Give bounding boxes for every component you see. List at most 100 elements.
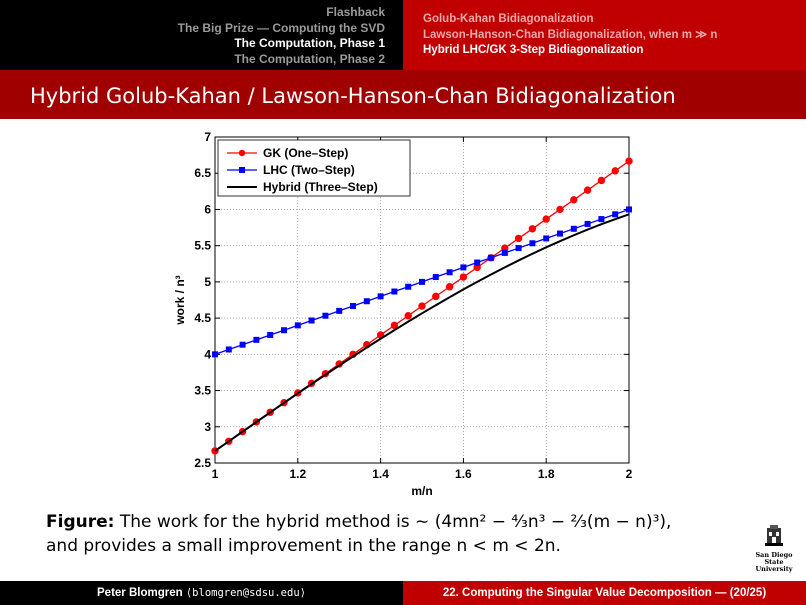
subsection-nav-panel: Golub-Kahan Bidiagonalization Lawson-Hans… bbox=[403, 0, 806, 70]
x-tick-label: 1.2 bbox=[289, 467, 306, 481]
gk-point bbox=[404, 312, 412, 320]
legend-marker bbox=[238, 149, 246, 157]
x-tick-label: 2 bbox=[626, 467, 633, 481]
lhc-point bbox=[349, 303, 356, 310]
logo-line-2: University bbox=[755, 565, 793, 573]
y-tick-label: 4.5 bbox=[194, 311, 211, 325]
lhc-point bbox=[308, 317, 315, 324]
lhc-point bbox=[419, 278, 425, 285]
footer-author-panel: Peter Blomgren ⟨blomgren@sdsu.edu⟩ bbox=[0, 581, 403, 605]
nav-section-2[interactable]: The Computation, Phase 1 bbox=[234, 36, 385, 50]
gk-point bbox=[514, 234, 523, 243]
lhc-point bbox=[612, 211, 619, 218]
lhc-point bbox=[529, 240, 536, 247]
sdsu-logo: San Diego State University bbox=[746, 525, 802, 573]
y-tick-label: 4 bbox=[204, 347, 211, 361]
gk-point bbox=[625, 157, 633, 165]
caption-label: Figure: bbox=[46, 512, 115, 532]
lhc-point bbox=[225, 346, 232, 353]
legend-marker bbox=[239, 167, 245, 173]
lhc-point bbox=[432, 274, 439, 281]
section-nav: Flashback The Big Prize — Computing the S… bbox=[178, 5, 385, 67]
lhc-point bbox=[391, 288, 398, 295]
gk-point bbox=[459, 273, 468, 281]
lhc-point bbox=[543, 235, 550, 242]
x-tick-label: 1 bbox=[212, 467, 219, 481]
y-tick-label: 2.5 bbox=[194, 456, 211, 470]
y-tick-label: 3 bbox=[204, 420, 211, 434]
gk-point bbox=[528, 225, 537, 233]
lhc-point bbox=[363, 298, 370, 305]
plot-frame bbox=[214, 136, 630, 464]
nav-subsection-0[interactable]: Golub-Kahan Bidiagonalization bbox=[423, 13, 594, 25]
lhc-point bbox=[584, 220, 591, 227]
lhc-point bbox=[239, 341, 246, 348]
series-line-2 bbox=[214, 213, 630, 452]
footer-email: ⟨blomgren@sdsu.edu⟩ bbox=[185, 587, 306, 599]
nav-section-0[interactable]: Flashback bbox=[326, 5, 385, 19]
y-tick-label: 3.5 bbox=[194, 384, 211, 398]
lhc-point bbox=[294, 322, 301, 329]
lhc-point bbox=[598, 216, 605, 223]
figure-caption: Figure: The work for the hybrid method i… bbox=[46, 510, 766, 558]
gk-point bbox=[542, 215, 550, 223]
work-chart: 1 1.2 1.4 1.6 1.8 2 2.5 3 3.5 4 4.5 5 5.5 6 6.5 7 m/n wor… bbox=[160, 125, 640, 505]
nav-subsection-1[interactable]: Lawson-Hanson-Chan Bidiagonalization, wh… bbox=[423, 28, 718, 41]
navigation-bar: Flashback The Big Prize — Computing the S… bbox=[0, 0, 806, 70]
lhc-point bbox=[488, 254, 495, 261]
gk-point bbox=[418, 302, 426, 310]
frame-title: Hybrid Golub-Kahan / Lawson-Hanson-Chan … bbox=[30, 84, 676, 108]
gk-point bbox=[611, 167, 619, 175]
y-tick-label: 6 bbox=[204, 202, 211, 216]
x-axis-label: m/n bbox=[411, 484, 432, 498]
gk-point bbox=[556, 205, 564, 214]
gk-point bbox=[390, 321, 399, 330]
footer-slide-info: 22. Computing the Singular Value Decompo… bbox=[403, 581, 806, 605]
lhc-point bbox=[570, 225, 577, 232]
y-axis-label: work / n³ bbox=[173, 275, 187, 325]
x-tick-label: 1.8 bbox=[538, 467, 555, 481]
university-seal-icon bbox=[765, 525, 783, 546]
nav-section-1[interactable]: The Big Prize — Computing the SVD bbox=[177, 20, 385, 35]
caption-line-1: The work for the hybrid method is ∼ (4mn… bbox=[119, 512, 672, 532]
chart-svg: 1 1.2 1.4 1.6 1.8 2 2.5 3 3.5 4 4.5 5 5.5 6 6.5 7 m/n wor… bbox=[173, 130, 633, 498]
lhc-point bbox=[377, 293, 384, 300]
lhc-point bbox=[253, 336, 260, 343]
nav-subsection-2[interactable]: Hybrid LHC/GK 3-Step Bidiagonalization bbox=[423, 44, 644, 56]
lhc-point bbox=[336, 307, 343, 314]
y-tick-label: 5 bbox=[204, 275, 211, 289]
caption-line-2: and provides a small improvement in the … bbox=[46, 536, 561, 556]
gk-point bbox=[570, 196, 578, 204]
lhc-point bbox=[322, 312, 329, 319]
lhc-point bbox=[501, 249, 508, 256]
footer-author: Peter Blomgren bbox=[97, 587, 183, 599]
x-tick-label: 1.4 bbox=[372, 467, 389, 481]
lhc-point bbox=[474, 259, 481, 266]
legend-label: Hybrid (Three–Step) bbox=[263, 180, 378, 194]
gk-point bbox=[445, 283, 454, 291]
lhc-point bbox=[281, 327, 288, 334]
lhc-point bbox=[405, 283, 412, 290]
lhc-point bbox=[460, 264, 467, 271]
lhc-point bbox=[267, 331, 274, 338]
section-nav-panel: Flashback The Big Prize — Computing the S… bbox=[0, 0, 403, 70]
legend-label: GK (One–Step) bbox=[263, 146, 348, 160]
subsection-nav: Golub-Kahan Bidiagonalization Lawson-Hans… bbox=[423, 12, 717, 59]
lhc-point bbox=[212, 351, 218, 358]
frame-title-bar: Hybrid Golub-Kahan / Lawson-Hanson-Chan … bbox=[0, 70, 806, 119]
lhc-point bbox=[626, 206, 632, 213]
legend-label: LHC (Two–Step) bbox=[263, 163, 355, 177]
lhc-point bbox=[556, 230, 563, 237]
footer-bar: Peter Blomgren ⟨blomgren@sdsu.edu⟩ 22. C… bbox=[0, 581, 806, 605]
y-tick-label: 6.5 bbox=[194, 166, 211, 180]
y-tick-label: 7 bbox=[204, 130, 211, 144]
logo-line-1: San Diego State bbox=[755, 551, 793, 566]
gk-point bbox=[583, 186, 592, 194]
gk-point bbox=[597, 176, 606, 185]
y-tick-label: 5.5 bbox=[194, 239, 211, 253]
chart-legend: GK (One–Step) LHC (Two–Step) Hybrid (Three… bbox=[217, 139, 411, 197]
nav-section-3[interactable]: The Computation, Phase 2 bbox=[234, 51, 385, 66]
lhc-point bbox=[515, 245, 522, 252]
lhc-point bbox=[446, 269, 453, 276]
x-tick-label: 1.6 bbox=[455, 467, 472, 481]
